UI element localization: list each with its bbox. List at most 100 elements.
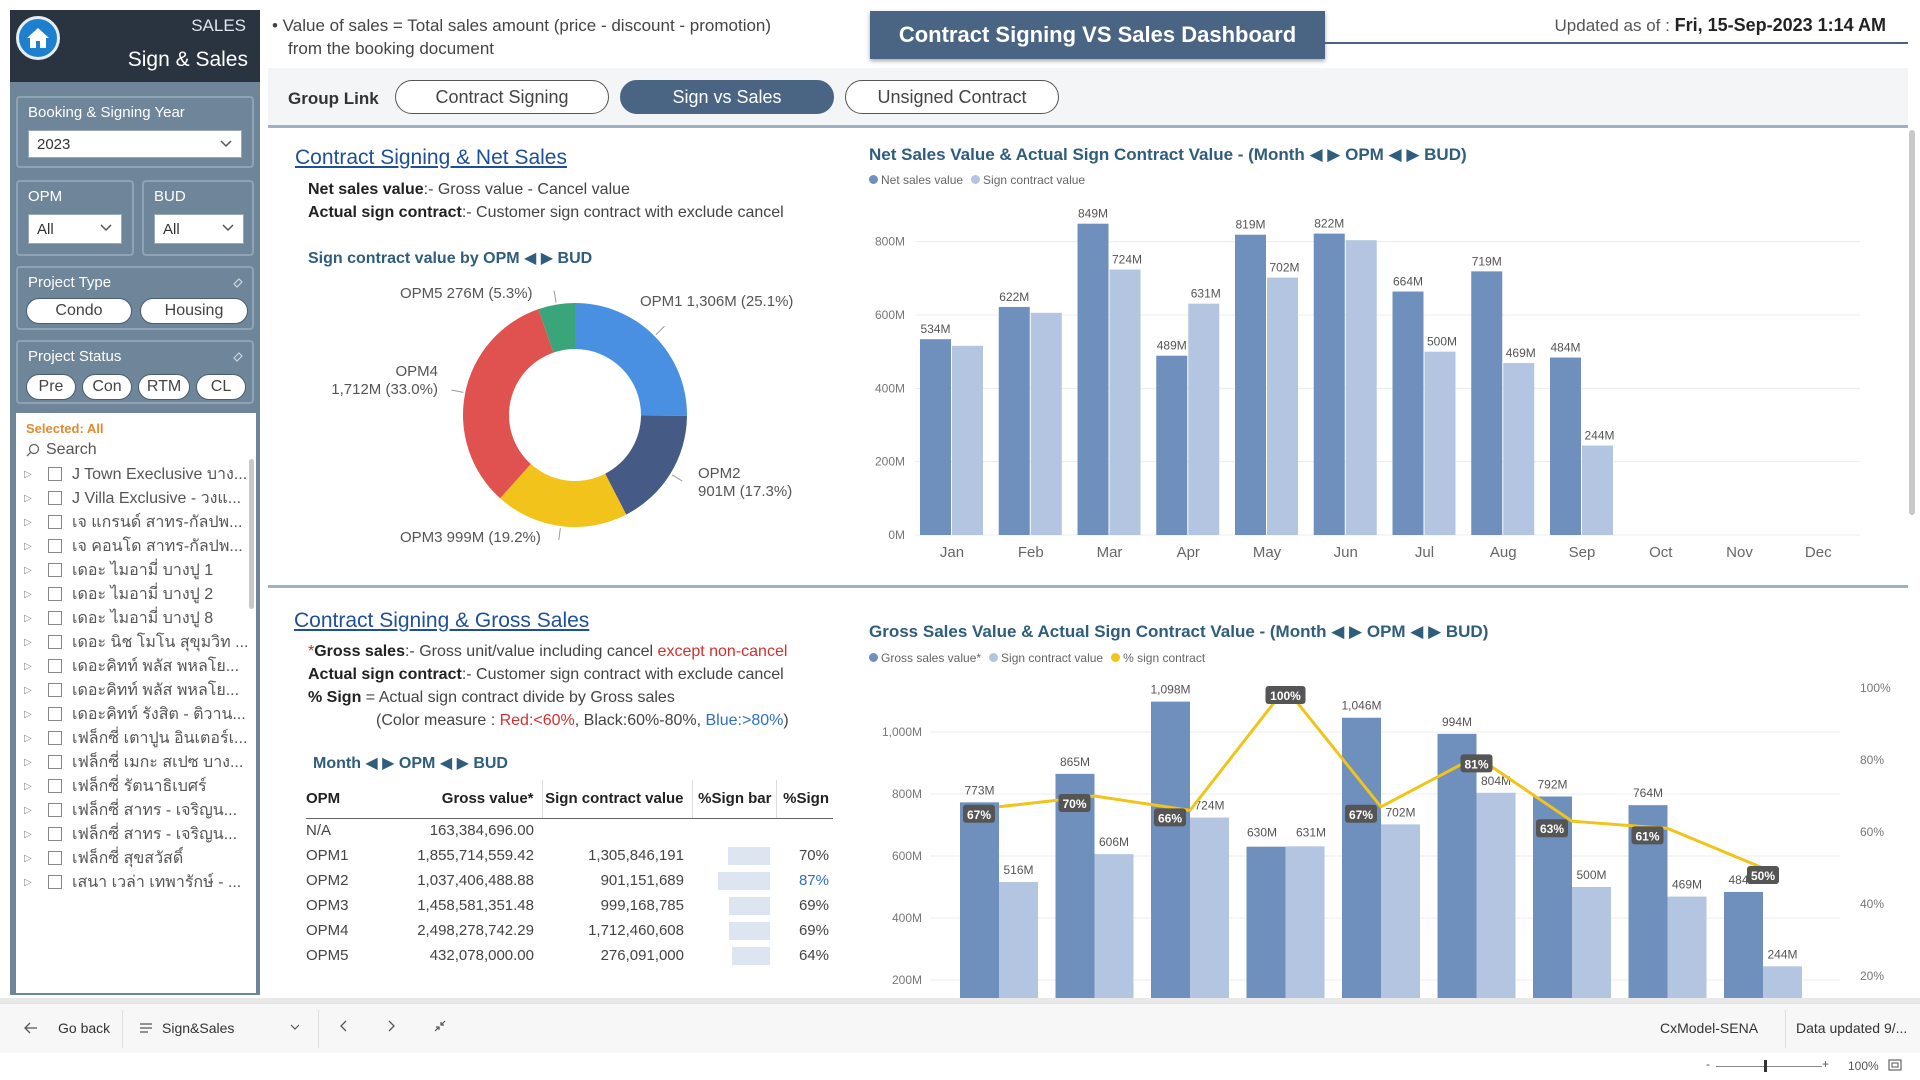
expand-triangle-icon[interactable]: ▷ [24, 588, 32, 600]
home-button[interactable] [16, 16, 60, 60]
checkbox[interactable] [48, 467, 62, 481]
bar[interactable] [1724, 891, 1763, 998]
checkbox[interactable] [48, 707, 62, 721]
bar[interactable] [1667, 896, 1707, 998]
bar[interactable] [1285, 846, 1325, 998]
fit-to-page-icon[interactable] [1888, 1059, 1902, 1071]
section-title-gross-sales[interactable]: Contract Signing & Gross Sales [294, 609, 590, 632]
donut-slice[interactable] [538, 303, 575, 353]
expand-triangle-icon[interactable]: ▷ [24, 660, 32, 672]
expand-triangle-icon[interactable]: ▷ [24, 612, 32, 624]
list-item[interactable]: ▷ เฟล็กซี่ สาทร - เจริญน... [24, 799, 249, 821]
checkbox[interactable] [48, 755, 62, 769]
list-item[interactable]: ▷ เฟล็กซี่ รัตนาธิเบศร์ [24, 775, 249, 797]
list-item[interactable]: ▷ เจ แกรนด์ สาทร-กัลปพ... [24, 511, 249, 533]
checkbox[interactable] [48, 731, 62, 745]
section-title-net-sales[interactable]: Contract Signing & Net Sales [295, 146, 567, 169]
list-item[interactable]: ▷ เดอะ ไมอามี่ บางปู 1 [24, 559, 249, 581]
legend-item[interactable]: Sign contract value [971, 173, 1085, 187]
checkbox[interactable] [48, 515, 62, 529]
donut-slice[interactable] [605, 415, 687, 515]
status-option-con[interactable]: Con [82, 374, 132, 400]
go-back-button[interactable]: Go back [24, 1020, 110, 1036]
expand-triangle-icon[interactable]: ▷ [24, 852, 32, 864]
list-item[interactable]: ▷ เดอะ ไมอามี่ บางปู 2 [24, 583, 249, 605]
expand-triangle-icon[interactable]: ▷ [24, 516, 32, 528]
list-item[interactable]: ▷ J Town Execlusive บาง... [24, 463, 249, 485]
nav-sign-vs-sales-button[interactable]: Sign vs Sales [620, 80, 834, 114]
zoom-slider-track[interactable] [1716, 1066, 1822, 1067]
zoom-slider-thumb[interactable] [1764, 1060, 1767, 1072]
bar[interactable] [1342, 717, 1381, 998]
checkbox[interactable] [48, 611, 62, 625]
bar[interactable] [1572, 887, 1611, 998]
expand-triangle-icon[interactable]: ▷ [24, 564, 32, 576]
checkbox[interactable] [48, 683, 62, 697]
expand-triangle-icon[interactable]: ▷ [24, 684, 32, 696]
expand-triangle-icon[interactable]: ▷ [24, 732, 32, 744]
bar[interactable] [1094, 854, 1134, 998]
opm-dropdown[interactable]: All [28, 214, 122, 244]
expand-triangle-icon[interactable]: ▷ [24, 804, 32, 816]
horizontal-scrollbar[interactable] [0, 998, 1920, 1003]
bar[interactable] [1471, 271, 1503, 535]
checkbox[interactable] [48, 851, 62, 865]
list-item[interactable]: ▷ เดอะคิทท์ พลัส พหลโย... [24, 679, 249, 701]
zoom-out-button[interactable]: - [1706, 1057, 1710, 1071]
expand-triangle-icon[interactable]: ▷ [24, 468, 32, 480]
bar[interactable] [1267, 277, 1298, 535]
bar[interactable] [999, 882, 1038, 998]
col-header-opm[interactable]: OPM [306, 780, 386, 819]
checkbox[interactable] [48, 827, 62, 841]
expand-triangle-icon[interactable]: ▷ [24, 708, 32, 720]
sign-percent-line[interactable] [998, 685, 1764, 870]
type-option-condo[interactable]: Condo [26, 298, 132, 324]
bar[interactable] [952, 345, 983, 535]
bar[interactable] [1437, 733, 1477, 998]
checkbox[interactable] [48, 659, 62, 673]
col-header-sign[interactable]: Sign contract value [541, 780, 692, 819]
bar[interactable] [1503, 363, 1535, 535]
bar[interactable] [1109, 269, 1141, 535]
bar[interactable] [1550, 357, 1581, 535]
checkbox[interactable] [48, 563, 62, 577]
list-item[interactable]: ▷ เฟล็กซี่ เมกะ สเปซ บาง... [24, 751, 249, 773]
page-scrollbar[interactable] [1909, 130, 1915, 515]
bar[interactable] [1156, 355, 1188, 535]
bar[interactable] [1424, 351, 1456, 535]
exit-fullscreen-button[interactable] [434, 1020, 446, 1032]
bud-dropdown[interactable]: All [154, 214, 244, 244]
col-header-sign-pct[interactable]: %Sign [775, 780, 833, 819]
bar[interactable] [1190, 817, 1229, 998]
list-item[interactable]: ▷ เฟล็กซี่ สุขสวัสดิ์ [24, 847, 249, 869]
expand-triangle-icon[interactable]: ▷ [24, 828, 32, 840]
status-option-cl[interactable]: CL [196, 374, 246, 400]
donut-slice[interactable] [575, 303, 687, 416]
checkbox[interactable] [48, 635, 62, 649]
table-row[interactable]: OPM5 432,078,000.00 276,091,000 64% [306, 943, 833, 968]
checkbox[interactable] [48, 803, 62, 817]
table-row[interactable]: OPM4 2,498,278,742.29 1,712,460,608 69% [306, 918, 833, 943]
bar[interactable] [1582, 445, 1613, 535]
list-item[interactable]: ▷ เดอะคิทท์ รังสิต - ติวาน... [24, 703, 249, 725]
list-item[interactable]: ▷ เดอะ นิช โมโน สุขุมวิท ... [24, 631, 249, 653]
checkbox[interactable] [48, 779, 62, 793]
list-item[interactable]: ▷ เดอะคิทท์ พลัส พหลโย... [24, 655, 249, 677]
zoom-in-button[interactable]: + [1822, 1057, 1830, 1071]
expand-triangle-icon[interactable]: ▷ [24, 492, 32, 504]
table-row[interactable]: OPM1 1,855,714,559.42 1,305,846,191 70% [306, 843, 833, 868]
list-item[interactable]: ▷ เฟล็กซี่ เตาปูน อินเตอร์เ... [24, 727, 249, 749]
checkbox[interactable] [48, 539, 62, 553]
bar[interactable] [1077, 223, 1109, 535]
bar[interactable] [1345, 240, 1377, 535]
bar[interactable] [1151, 701, 1190, 998]
checkbox[interactable] [48, 491, 62, 505]
next-page-button[interactable] [388, 1020, 396, 1032]
expand-triangle-icon[interactable]: ▷ [24, 780, 32, 792]
list-item[interactable]: ▷ เจ คอนโด สาทร-กัลปพ... [24, 535, 249, 557]
checkbox[interactable] [48, 875, 62, 889]
eraser-icon[interactable] [232, 350, 244, 362]
bar[interactable] [998, 306, 1030, 535]
list-item[interactable]: ▷ เดอะ ไมอามี่ บางปู 8 [24, 607, 249, 629]
